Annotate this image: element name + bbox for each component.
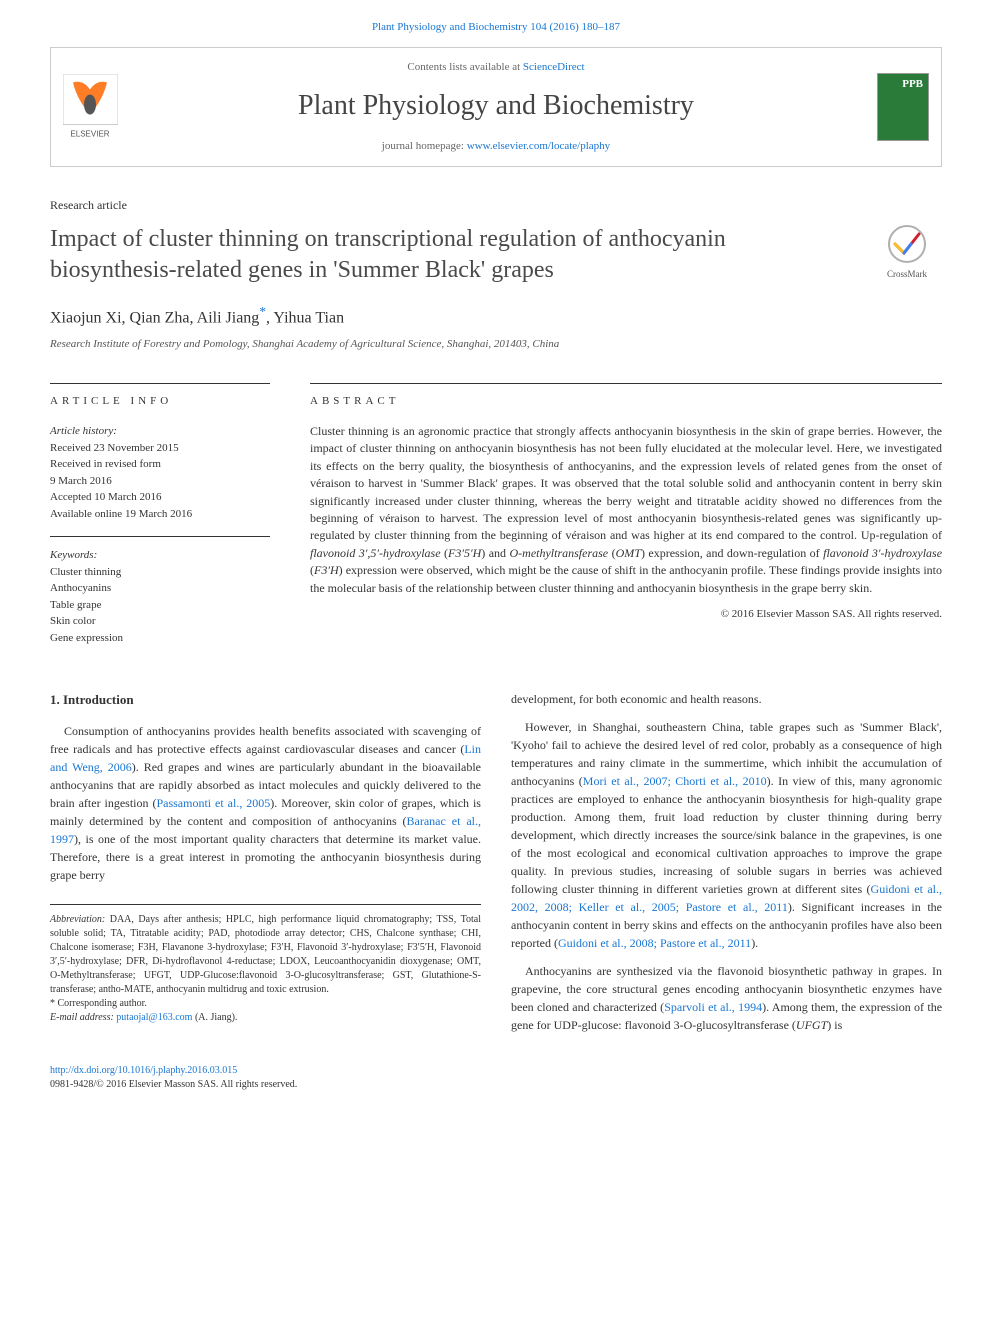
article-title: Impact of cluster thinning on transcript… [50, 224, 872, 286]
abstract-text: Cluster thinning is an agronomic practic… [310, 423, 942, 597]
body-column-right: development, for both economic and healt… [511, 690, 942, 1044]
intro-paragraph-2: development, for both economic and healt… [511, 690, 942, 708]
keywords-label: Keywords: [50, 547, 270, 564]
abstract-label: ABSTRACT [310, 383, 942, 409]
journal-cover-thumbnail: PPB [877, 73, 929, 141]
email-link[interactable]: putaojal@163.com [116, 1012, 192, 1023]
keyword-item: Anthocyanins [50, 580, 270, 597]
article-info-label: ARTICLE INFO [50, 383, 270, 409]
contents-prefix: Contents lists available at [407, 61, 522, 73]
keyword-item: Table grape [50, 597, 270, 614]
history-line: Accepted 10 March 2016 [50, 489, 270, 506]
affiliation: Research Institute of Forestry and Pomol… [50, 337, 942, 352]
issn-copyright-line: 0981-9428/© 2016 Elsevier Masson SAS. Al… [50, 1078, 942, 1092]
abbrev-label: Abbreviation: [50, 914, 105, 925]
footer-info: http://dx.doi.org/10.1016/j.plaphy.2016.… [50, 1064, 942, 1092]
abbrev-text: DAA, Days after anthesis; HPLC, high per… [50, 914, 481, 995]
crossmark-badge[interactable]: CrossMark [872, 224, 942, 280]
email-line: E-mail address: putaojal@163.com (A. Jia… [50, 1011, 481, 1025]
authors-line: Xiaojun Xi, Qian Zha, Aili Jiang*, Yihua… [50, 303, 942, 330]
body-column-left: 1. Introduction Consumption of anthocyan… [50, 690, 481, 1044]
intro-paragraph-4: Anthocyanins are synthesized via the fla… [511, 962, 942, 1034]
keyword-item: Gene expression [50, 630, 270, 647]
elsevier-text: ELSEVIER [70, 130, 109, 139]
homepage-prefix: journal homepage: [382, 140, 467, 152]
history-line: 9 March 2016 [50, 473, 270, 490]
article-history-block: Article history: Received 23 November 20… [50, 423, 270, 522]
journal-header-box: ELSEVIER PPB Contents lists available at… [50, 47, 942, 167]
email-label: E-mail address: [50, 1012, 114, 1023]
elsevier-logo: ELSEVIER [63, 75, 118, 140]
abstract-copyright: © 2016 Elsevier Masson SAS. All rights r… [310, 607, 942, 622]
journal-cover-label: PPB [878, 74, 928, 95]
history-line: Received 23 November 2015 [50, 440, 270, 457]
article-type: Research article [50, 197, 942, 214]
crossmark-label: CrossMark [872, 268, 942, 281]
keyword-item: Skin color [50, 613, 270, 630]
corresponding-author-note: * Corresponding author. [50, 997, 481, 1011]
intro-paragraph-1: Consumption of anthocyanins provides hea… [50, 722, 481, 884]
history-label: Article history: [50, 423, 270, 440]
email-suffix: (A. Jiang). [192, 1012, 237, 1023]
journal-name: Plant Physiology and Biochemistry [69, 86, 923, 125]
abbreviation-footnote: Abbreviation: DAA, Days after anthesis; … [50, 913, 481, 997]
contents-available-line: Contents lists available at ScienceDirec… [69, 60, 923, 75]
homepage-line: journal homepage: www.elsevier.com/locat… [69, 139, 923, 154]
keywords-block: Keywords: Cluster thinningAnthocyaninsTa… [50, 547, 270, 646]
info-divider [50, 536, 270, 537]
history-line: Available online 19 March 2016 [50, 506, 270, 523]
intro-heading: 1. Introduction [50, 690, 481, 710]
running-header-citation: Plant Physiology and Biochemistry 104 (2… [50, 20, 942, 35]
keyword-item: Cluster thinning [50, 564, 270, 581]
homepage-link[interactable]: www.elsevier.com/locate/plaphy [467, 140, 610, 152]
doi-link[interactable]: http://dx.doi.org/10.1016/j.plaphy.2016.… [50, 1065, 237, 1076]
sciencedirect-link[interactable]: ScienceDirect [523, 61, 585, 73]
history-line: Received in revised form [50, 456, 270, 473]
intro-paragraph-3: However, in Shanghai, southeastern China… [511, 718, 942, 952]
footnotes-block: Abbreviation: DAA, Days after anthesis; … [50, 904, 481, 1025]
